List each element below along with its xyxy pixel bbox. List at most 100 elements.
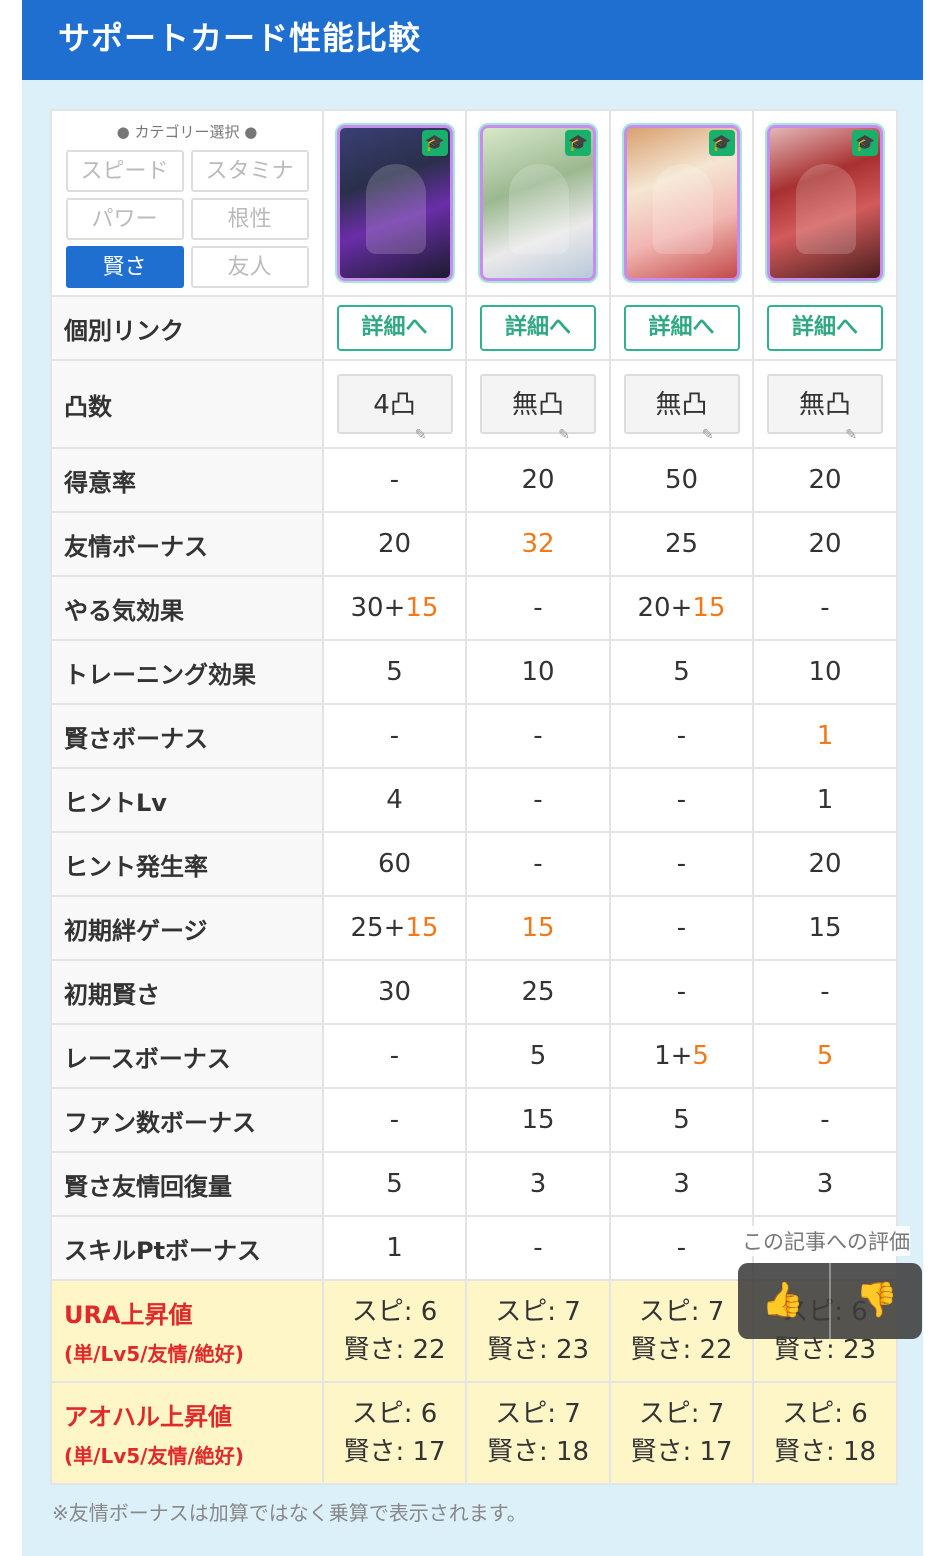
stat-cell: 50	[609, 447, 754, 513]
stat-cell: 3	[752, 1151, 898, 1217]
stat-cell: 3	[609, 1151, 754, 1217]
row-label: やる気効果	[50, 575, 324, 641]
limit-break-select[interactable]: 無凸 ✎	[623, 374, 740, 443]
stat-value: -	[389, 465, 400, 495]
stat-value-base: 30+	[350, 593, 406, 623]
stat-cell: 20	[465, 447, 611, 513]
stat-cell: -	[609, 895, 754, 961]
stat-cell: 5	[609, 639, 754, 705]
stat-cell: 30+15	[322, 575, 467, 641]
stat-value-bonus: 15	[405, 593, 439, 623]
category-button[interactable]: パワー	[65, 197, 184, 240]
category-button[interactable]: スタミナ	[190, 149, 309, 192]
stat-value: 5	[386, 1169, 403, 1199]
row-label: ファン数ボーナス	[50, 1087, 324, 1153]
stat-value: -	[820, 977, 830, 1007]
category-grid: スピード スタミナ パワー 根性 賢さ 友人	[52, 149, 322, 288]
thumbs-up-icon[interactable]: 👍	[761, 1280, 805, 1320]
stat-value-base: 1+	[654, 1041, 693, 1071]
row-label: 初期絆ゲージ	[50, 895, 324, 961]
detail-link-button[interactable]: 詳細へ	[480, 305, 596, 351]
graduation-cap-icon: 🎓	[565, 130, 591, 156]
stat-cell: -	[609, 767, 754, 833]
gain-cell: スピ: 6 賢さ: 17	[322, 1381, 467, 1485]
stat-cell: 10	[465, 639, 611, 705]
thumbs-down-icon[interactable]: 👎	[855, 1280, 899, 1320]
stat-value-bonus: 15	[692, 593, 726, 623]
stat-cell: 5	[465, 1023, 611, 1089]
detail-link-button[interactable]: 詳細へ	[767, 305, 883, 351]
stat-value: 25	[664, 529, 699, 559]
stat-value: -	[533, 849, 543, 879]
limit-break-value: 無凸	[511, 390, 564, 420]
chevron-down-icon: ✎	[845, 427, 857, 443]
gain-cell: スピ: 7 賢さ: 18	[465, 1381, 611, 1485]
graduation-cap-icon: 🎓	[421, 130, 448, 156]
wisdom-gain: 賢さ: 17	[343, 1437, 446, 1467]
stat-value: 15	[521, 1105, 555, 1135]
gain-title: URA上昇値	[64, 1301, 193, 1329]
stat-value: 1	[386, 1233, 403, 1263]
gain-cell: スピ: 7 賢さ: 17	[609, 1381, 754, 1485]
stat-value: 15	[521, 913, 555, 943]
stat-row: ファン数ボーナス - 15 5 -	[50, 1087, 898, 1153]
stat-row: 賢さ友情回復量 5 3 3 3	[50, 1151, 898, 1217]
stat-value: 3	[673, 1169, 690, 1199]
stat-value: 5	[673, 657, 690, 687]
limit-break-select[interactable]: 無凸 ✎	[767, 374, 883, 443]
gain-row-label: アオハル上昇値 (単/Lv5/友情/絶好)	[50, 1381, 324, 1485]
support-card-image[interactable]: 🎓	[623, 125, 740, 281]
limit-break-value: 無凸	[798, 390, 851, 420]
stat-value: 20	[521, 465, 555, 495]
wisdom-gain: 賢さ: 23	[486, 1335, 590, 1365]
support-card-image[interactable]: 🎓	[336, 125, 453, 281]
gain-cell: スピ: 7 賢さ: 22	[609, 1279, 754, 1383]
stat-value: 5	[529, 1041, 547, 1071]
link-row: 個別リンク 詳細へ 詳細へ 詳細へ 詳細へ	[50, 295, 898, 361]
stat-cell: 15	[752, 895, 898, 961]
wisdom-gain: 賢さ: 22	[630, 1335, 733, 1365]
detail-link-button[interactable]: 詳細へ	[623, 305, 740, 351]
stat-value: 10	[808, 657, 842, 687]
limit-break-select[interactable]: 4凸 ✎	[336, 374, 453, 443]
category-button[interactable]: 賢さ	[65, 245, 184, 288]
card-art	[796, 164, 856, 254]
limit-break-row: 凸数 4凸 ✎ 無凸 ✎ 無凸 ✎ 無凸 ✎	[50, 359, 898, 449]
limit-break-select[interactable]: 無凸 ✎	[480, 374, 596, 443]
stat-cell: -	[609, 703, 754, 769]
stat-cell: 5	[322, 1151, 467, 1217]
wisdom-gain: 賢さ: 23	[773, 1335, 877, 1365]
chevron-down-icon: ✎	[701, 427, 714, 443]
stat-cell: 10	[752, 639, 898, 705]
stat-row: ヒント発生率 60 - - 20	[50, 831, 898, 897]
stat-cell: 5	[752, 1023, 898, 1089]
support-card-image[interactable]: 🎓	[480, 125, 596, 281]
chevron-down-icon: ✎	[414, 427, 427, 443]
category-button[interactable]: 根性	[190, 197, 309, 240]
gain-cell: スピ: 7 賢さ: 23	[465, 1279, 611, 1383]
graduation-cap-icon: 🎓	[852, 130, 878, 156]
support-card-image[interactable]: 🎓	[767, 125, 883, 281]
stat-value: -	[676, 913, 687, 943]
stat-row: やる気効果 30+15-20+15-	[50, 575, 898, 641]
row-label: トレーニング効果	[50, 639, 324, 705]
stat-cell: -	[322, 1023, 467, 1089]
row-label: レースボーナス	[50, 1023, 324, 1089]
stat-cell: 20	[752, 447, 898, 513]
stat-value: -	[676, 721, 687, 751]
stat-cell: 60	[322, 831, 467, 897]
stat-cell: -	[752, 575, 898, 641]
card-image-row: ● カテゴリー選択 ● スピード スタミナ パワー 根性 賢さ 友人 🎓 🎓 🎓 🎓	[50, 109, 898, 297]
stat-cell: 5	[322, 639, 467, 705]
stat-cell: 15	[465, 1087, 611, 1153]
stat-value: 20	[808, 849, 842, 879]
category-button[interactable]: スピード	[65, 149, 184, 192]
stat-row: 初期絆ゲージ 25+15 15-15	[50, 895, 898, 961]
stat-value: -	[676, 977, 687, 1007]
row-label: 賢さ友情回復量	[50, 1151, 324, 1217]
detail-link-button[interactable]: 詳細へ	[336, 305, 453, 351]
row-label: 個別リンク	[50, 295, 324, 361]
gain-cell: スピ: 6 賢さ: 22	[322, 1279, 467, 1383]
stat-cell: -	[465, 831, 611, 897]
category-button[interactable]: 友人	[190, 245, 309, 288]
